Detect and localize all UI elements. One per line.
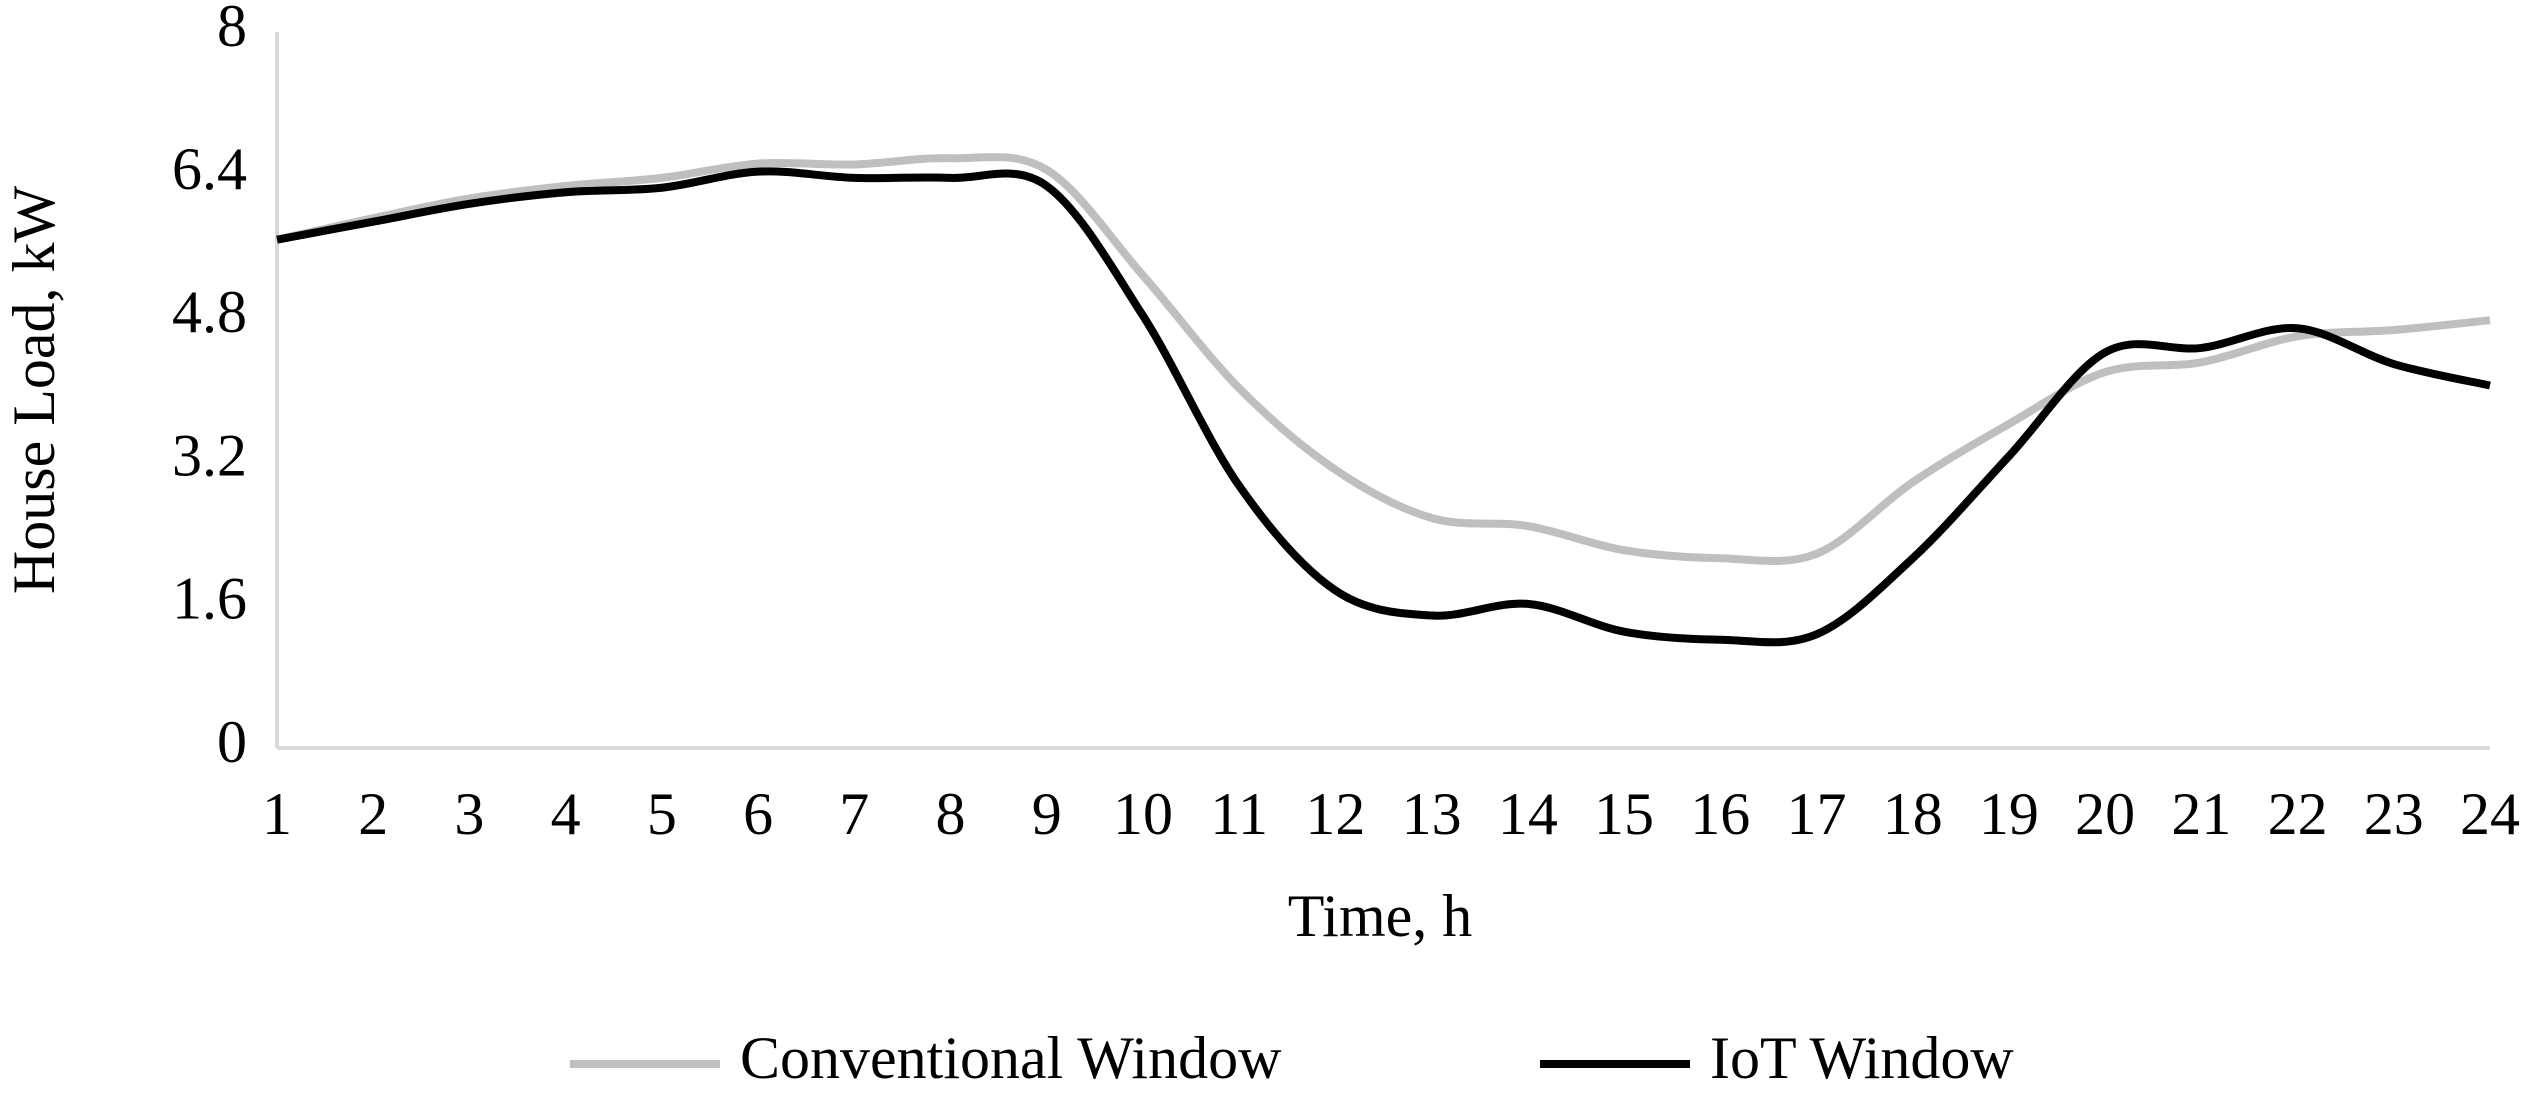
x-tick-label: 13 [1402, 781, 1462, 847]
x-tick-label: 9 [1032, 781, 1062, 847]
x-tick-label: 24 [2460, 781, 2520, 847]
x-axis-label: Time, h [1288, 883, 1473, 949]
x-tick-label: 18 [1883, 781, 1943, 847]
y-axis-label: House Load, kW [1, 186, 67, 595]
x-tick-label: 7 [839, 781, 869, 847]
y-tick-label: 1.6 [172, 566, 247, 632]
x-tick-label: 1 [262, 781, 292, 847]
legend-label: Conventional Window [740, 1025, 1282, 1091]
y-tick-label: 8 [217, 0, 247, 59]
x-tick-label: 8 [936, 781, 966, 847]
x-tick-label: 10 [1113, 781, 1173, 847]
x-tick-label: 15 [1594, 781, 1654, 847]
x-tick-label: 6 [743, 781, 773, 847]
x-tick-label: 2 [358, 781, 388, 847]
x-tick-label: 14 [1498, 781, 1558, 847]
y-tick-label: 3.2 [172, 422, 247, 488]
x-tick-label: 11 [1210, 781, 1268, 847]
x-tick-label: 4 [551, 781, 581, 847]
x-tick-label: 20 [2075, 781, 2135, 847]
data-line [276, 152, 2491, 566]
x-tick-label: 19 [1979, 781, 2039, 847]
x-tick-label: 16 [1690, 781, 1750, 847]
x-tick-label: 23 [2364, 781, 2424, 847]
x-tick-label: 22 [2268, 781, 2328, 847]
x-tick-label: 12 [1305, 781, 1365, 847]
data-line [276, 167, 2491, 647]
y-tick-label: 0 [217, 709, 247, 775]
x-tick-label: 17 [1786, 781, 1846, 847]
x-tick-label: 5 [647, 781, 677, 847]
y-tick-label: 6.4 [172, 136, 247, 202]
x-tick-label: 21 [2171, 781, 2231, 847]
legend-label: IoT Window [1710, 1025, 2014, 1091]
x-tick-label: 3 [454, 781, 484, 847]
y-tick-label: 4.8 [172, 279, 247, 345]
